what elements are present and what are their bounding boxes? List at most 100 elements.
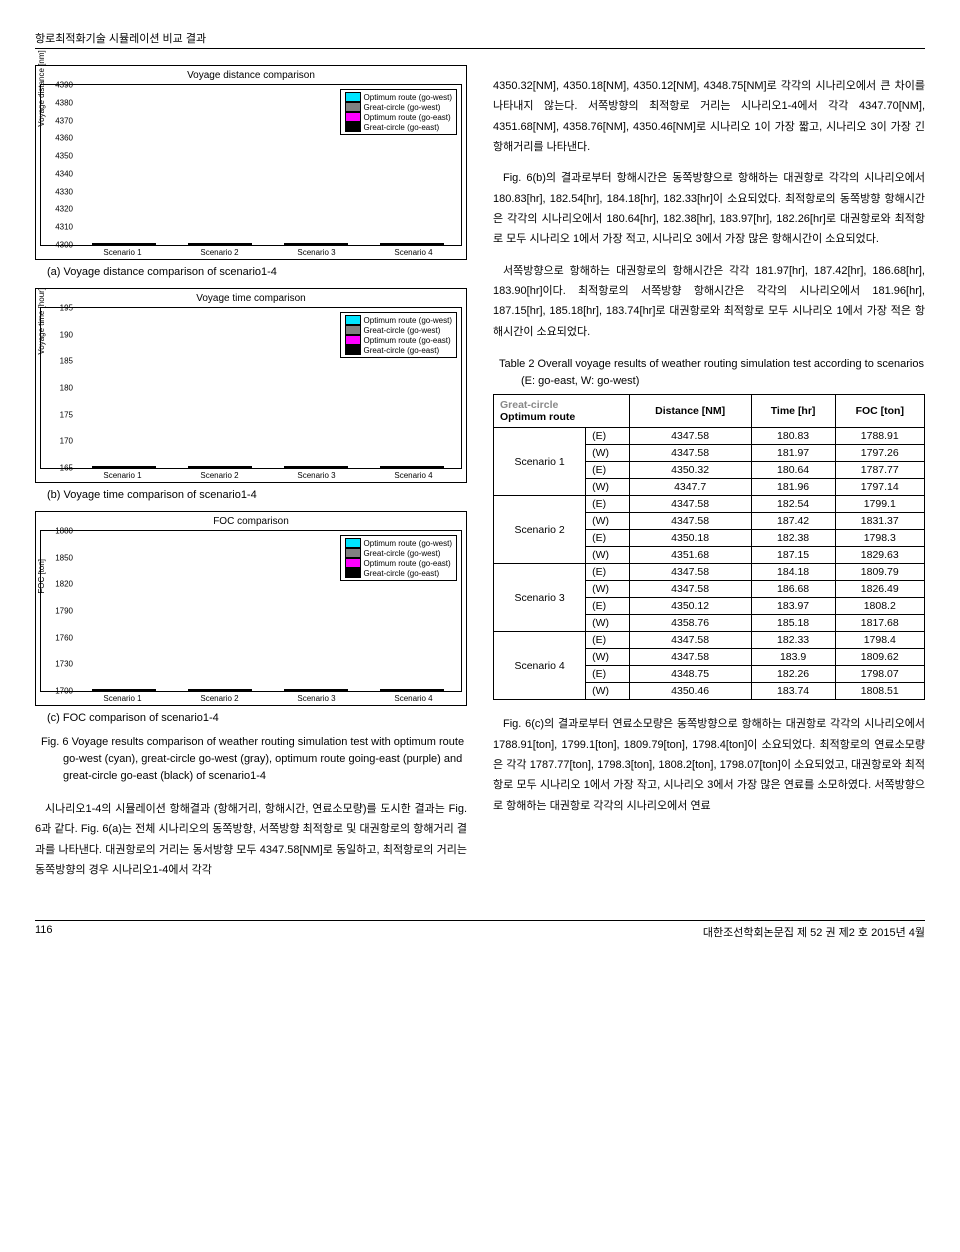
- x-tick-label: Scenario 1: [74, 694, 171, 703]
- bar: [108, 466, 124, 468]
- bar: [108, 689, 124, 691]
- bar: [412, 243, 428, 245]
- col-foc: FOC [ton]: [835, 395, 924, 428]
- y-axis: Voyage distance [nm]43904380437043604350…: [41, 85, 75, 245]
- right-para-4: Fig. 6(c)의 결과로부터 연료소모량은 동쪽방향으로 항해하는 대권항로…: [493, 714, 925, 816]
- x-tick-label: Scenario 2: [171, 694, 268, 703]
- data-cell: 181.96: [751, 479, 835, 496]
- y-tick: 195: [60, 304, 73, 313]
- x-tick-label: Scenario 4: [365, 471, 462, 480]
- data-cell: 1797.26: [835, 445, 924, 462]
- y-tick: 4360: [55, 134, 73, 143]
- data-cell: (E): [586, 496, 630, 513]
- bar: [92, 243, 108, 245]
- x-axis: Scenario 1Scenario 2Scenario 3Scenario 4: [40, 694, 462, 703]
- chart-title: Voyage time comparison: [40, 293, 462, 304]
- legend-label: Great-circle (go-west): [364, 103, 441, 112]
- legend-label: Optimum route (go-west): [364, 539, 452, 548]
- data-cell: (W): [586, 445, 630, 462]
- y-tick: 175: [60, 410, 73, 419]
- y-tick: 1730: [55, 660, 73, 669]
- data-cell: 4347.58: [629, 564, 751, 581]
- legend-label: Great-circle (go-east): [364, 346, 440, 355]
- bar: [412, 689, 428, 691]
- y-tick: 165: [60, 464, 73, 473]
- bar: [220, 466, 236, 468]
- bar-group: [81, 689, 167, 691]
- bar: [380, 466, 396, 468]
- data-cell: 187.15: [751, 547, 835, 564]
- data-cell: 4358.76: [629, 615, 751, 632]
- x-tick-label: Scenario 3: [268, 248, 365, 257]
- page-header: 항로최적화기술 시뮬레이션 비교 결과: [35, 30, 925, 49]
- data-cell: 185.18: [751, 615, 835, 632]
- data-cell: 186.68: [751, 581, 835, 598]
- legend-swatch: [345, 345, 361, 355]
- data-cell: (W): [586, 479, 630, 496]
- y-tick: 1760: [55, 633, 73, 642]
- bar: [220, 689, 236, 691]
- chart-c-caption: (c) FOC comparison of scenario1-4: [35, 712, 467, 724]
- legend-label: Optimum route (go-east): [364, 113, 451, 122]
- page-footer: 116 대한조선학회논문집 제 52 권 제2 호 2015년 4월: [35, 920, 925, 940]
- legend-label: Great-circle (go-west): [364, 549, 441, 558]
- bar: [140, 466, 156, 468]
- data-cell: 187.42: [751, 513, 835, 530]
- data-cell: (W): [586, 513, 630, 530]
- y-tick: 180: [60, 384, 73, 393]
- x-axis: Scenario 1Scenario 2Scenario 3Scenario 4: [40, 471, 462, 480]
- data-cell: (W): [586, 649, 630, 666]
- data-cell: 4347.58: [629, 513, 751, 530]
- chart-b-caption: (b) Voyage time comparison of scenario1-…: [35, 489, 467, 501]
- data-cell: 1787.77: [835, 462, 924, 479]
- right-column: 4350.32[NM], 4350.18[NM], 4350.12[NM], 4…: [493, 65, 925, 892]
- legend-label: Optimum route (go-east): [364, 336, 451, 345]
- data-cell: 182.26: [751, 666, 835, 683]
- legend-swatch: [345, 335, 361, 345]
- bar: [428, 689, 444, 691]
- bar: [284, 689, 300, 691]
- legend-swatch: [345, 325, 361, 335]
- bar: [332, 243, 348, 245]
- data-cell: (W): [586, 615, 630, 632]
- data-cell: 1829.63: [835, 547, 924, 564]
- y-tick: 185: [60, 357, 73, 366]
- bar: [236, 243, 252, 245]
- bar-group: [273, 243, 359, 245]
- data-cell: 182.54: [751, 496, 835, 513]
- x-tick-label: Scenario 2: [171, 248, 268, 257]
- bar-group: [369, 689, 455, 691]
- data-cell: 181.97: [751, 445, 835, 462]
- right-body-4: Fig. 6(c)의 결과로부터 연료소모량은 동쪽방향으로 항해하는 대권항로…: [493, 714, 925, 816]
- bar: [92, 466, 108, 468]
- y-axis-label: Voyage distance [nm]: [37, 50, 46, 127]
- y-tick: 4300: [55, 241, 73, 250]
- data-cell: 1798.4: [835, 632, 924, 649]
- data-cell: 182.33: [751, 632, 835, 649]
- left-para: 시나리오1-4의 시뮬레이션 항해결과 (항해거리, 항해시간, 연료소모량)를…: [35, 799, 467, 880]
- x-tick-label: Scenario 4: [365, 694, 462, 703]
- table2-head-bot: Optimum route: [500, 411, 623, 423]
- bar: [428, 243, 444, 245]
- plot-area: Optimum route (go-west)Great-circle (go-…: [40, 84, 462, 246]
- data-cell: 1809.62: [835, 649, 924, 666]
- legend-label: Great-circle (go-east): [364, 569, 440, 578]
- data-cell: (E): [586, 632, 630, 649]
- bar: [140, 243, 156, 245]
- data-cell: 182.38: [751, 530, 835, 547]
- bar-group: [177, 466, 263, 468]
- data-cell: 1788.91: [835, 428, 924, 445]
- bar: [396, 466, 412, 468]
- data-cell: (E): [586, 462, 630, 479]
- bar: [412, 466, 428, 468]
- data-cell: 1817.68: [835, 615, 924, 632]
- data-cell: (E): [586, 598, 630, 615]
- y-tick: 1850: [55, 553, 73, 562]
- y-axis: Voyage time [hour]195190185180175170165: [41, 308, 75, 468]
- legend-swatch: [345, 558, 361, 568]
- data-cell: (E): [586, 530, 630, 547]
- col-distance: Distance [NM]: [629, 395, 751, 428]
- legend-swatch: [345, 315, 361, 325]
- bar: [316, 243, 332, 245]
- bar: [396, 243, 412, 245]
